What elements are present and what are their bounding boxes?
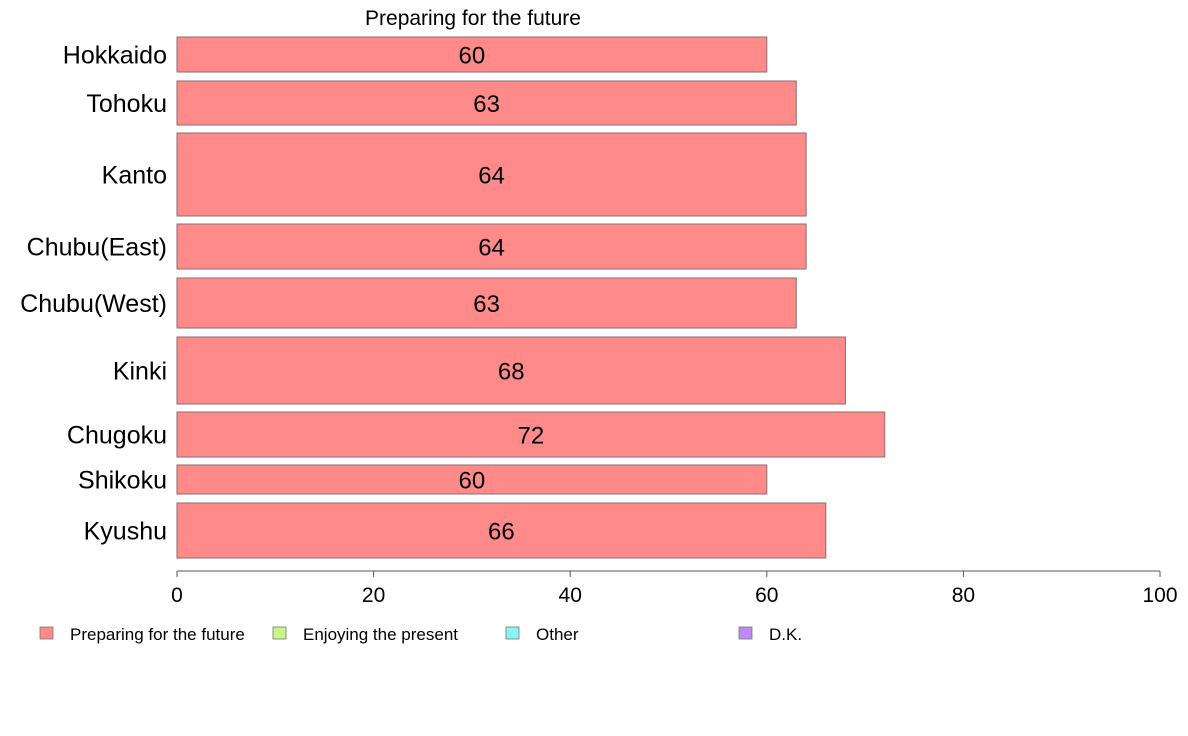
category-label: Kyushu [84,518,167,546]
legend-label: Enjoying the present [303,625,458,644]
bar-value-label: 66 [488,519,515,546]
x-tick-label: 100 [1142,584,1177,607]
legend-label: Preparing for the future [70,625,245,644]
x-tick-label: 60 [755,584,778,607]
bar-kanto [176,132,807,217]
legend-swatch [39,626,54,640]
legend-swatch [272,626,287,640]
legend-swatch [505,626,520,640]
bar-kyushu [176,502,827,559]
category-label: Chubu(East) [27,234,167,262]
bar-value-label: 64 [478,235,505,262]
bar-value-label: 63 [473,91,500,118]
legend: Preparing for the future Enjoying the pre… [39,625,802,644]
bar-shikoku [176,464,768,495]
legend-label: D.K. [769,625,802,644]
category-label: Tohoku [86,90,167,118]
bar-value-label: 68 [498,359,525,386]
x-tick-label: 80 [952,584,975,607]
x-tick-label: 40 [559,584,582,607]
category-label: Chubu(West) [20,290,167,318]
category-label: Shikoku [78,467,167,495]
bar-hokkaido [176,36,768,73]
category-label: Hokkaido [63,42,167,70]
bars-group: 60 Hokkaido 63 Tohoku 64 Kanto 64 Chubu(East) 63… [20,36,886,559]
bar-chugoku [176,411,886,458]
x-axis: 0 20 40 60 80 100 [171,570,1178,607]
category-label: Kinki [113,358,167,386]
bar-value-label: 72 [518,423,545,450]
bar-tohoku [176,80,797,126]
x-tick-label: 20 [362,584,385,607]
bar-value-label: 63 [473,291,500,318]
x-tick-label: 0 [171,584,183,607]
category-label: Kanto [102,162,167,190]
legend-swatch [738,626,753,640]
bar-value-label: 60 [459,468,486,495]
bar-value-label: 64 [478,163,505,190]
bar-chubu-west [176,277,797,329]
category-label: Chugoku [67,422,167,450]
chart-title: Preparing for the future [365,7,581,30]
bar-kinki [176,336,846,405]
bar-value-label: 60 [459,43,486,70]
legend-label: Other [536,625,579,644]
bar-chubu-east [176,223,807,270]
